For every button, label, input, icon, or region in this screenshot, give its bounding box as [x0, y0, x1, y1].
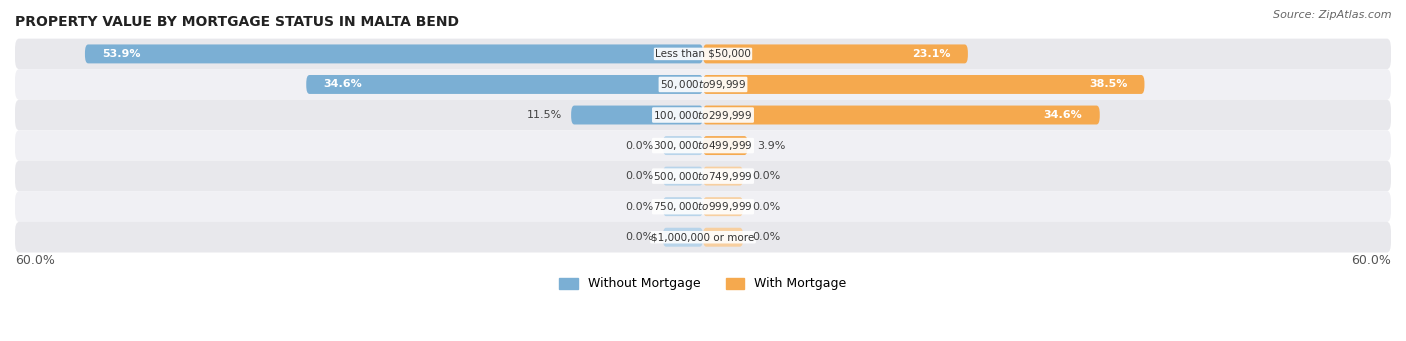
Text: 11.5%: 11.5%: [527, 110, 562, 120]
Text: $500,000 to $749,999: $500,000 to $749,999: [654, 169, 752, 183]
FancyBboxPatch shape: [662, 167, 703, 186]
Text: 0.0%: 0.0%: [752, 171, 780, 181]
Text: 0.0%: 0.0%: [752, 232, 780, 242]
Text: 0.0%: 0.0%: [626, 232, 654, 242]
Text: 34.6%: 34.6%: [1043, 110, 1083, 120]
FancyBboxPatch shape: [703, 136, 748, 155]
FancyBboxPatch shape: [703, 197, 744, 216]
FancyBboxPatch shape: [703, 106, 1099, 124]
Text: 0.0%: 0.0%: [626, 202, 654, 212]
FancyBboxPatch shape: [662, 228, 703, 247]
FancyBboxPatch shape: [703, 44, 967, 63]
Text: 60.0%: 60.0%: [1351, 254, 1391, 267]
FancyBboxPatch shape: [703, 75, 1144, 94]
FancyBboxPatch shape: [15, 130, 1391, 161]
Text: 23.1%: 23.1%: [912, 49, 950, 59]
Text: 34.6%: 34.6%: [323, 79, 363, 89]
FancyBboxPatch shape: [15, 191, 1391, 222]
Text: $1,000,000 or more: $1,000,000 or more: [651, 232, 755, 242]
FancyBboxPatch shape: [15, 161, 1391, 191]
Text: $50,000 to $99,999: $50,000 to $99,999: [659, 78, 747, 91]
FancyBboxPatch shape: [307, 75, 703, 94]
FancyBboxPatch shape: [703, 228, 744, 247]
Text: 0.0%: 0.0%: [626, 140, 654, 151]
Text: PROPERTY VALUE BY MORTGAGE STATUS IN MALTA BEND: PROPERTY VALUE BY MORTGAGE STATUS IN MAL…: [15, 15, 458, 29]
Text: Source: ZipAtlas.com: Source: ZipAtlas.com: [1274, 10, 1392, 20]
FancyBboxPatch shape: [84, 44, 703, 63]
FancyBboxPatch shape: [571, 106, 703, 124]
Text: 0.0%: 0.0%: [626, 171, 654, 181]
FancyBboxPatch shape: [662, 136, 703, 155]
FancyBboxPatch shape: [15, 100, 1391, 130]
FancyBboxPatch shape: [662, 197, 703, 216]
Text: Less than $50,000: Less than $50,000: [655, 49, 751, 59]
FancyBboxPatch shape: [15, 39, 1391, 69]
FancyBboxPatch shape: [15, 222, 1391, 252]
Text: 53.9%: 53.9%: [103, 49, 141, 59]
Text: 3.9%: 3.9%: [756, 140, 786, 151]
Legend: Without Mortgage, With Mortgage: Without Mortgage, With Mortgage: [554, 272, 852, 296]
Text: 38.5%: 38.5%: [1088, 79, 1128, 89]
Text: 60.0%: 60.0%: [15, 254, 55, 267]
FancyBboxPatch shape: [15, 69, 1391, 100]
Text: $100,000 to $299,999: $100,000 to $299,999: [654, 108, 752, 121]
Text: 0.0%: 0.0%: [752, 202, 780, 212]
FancyBboxPatch shape: [703, 167, 744, 186]
Text: $750,000 to $999,999: $750,000 to $999,999: [654, 200, 752, 213]
Text: $300,000 to $499,999: $300,000 to $499,999: [654, 139, 752, 152]
